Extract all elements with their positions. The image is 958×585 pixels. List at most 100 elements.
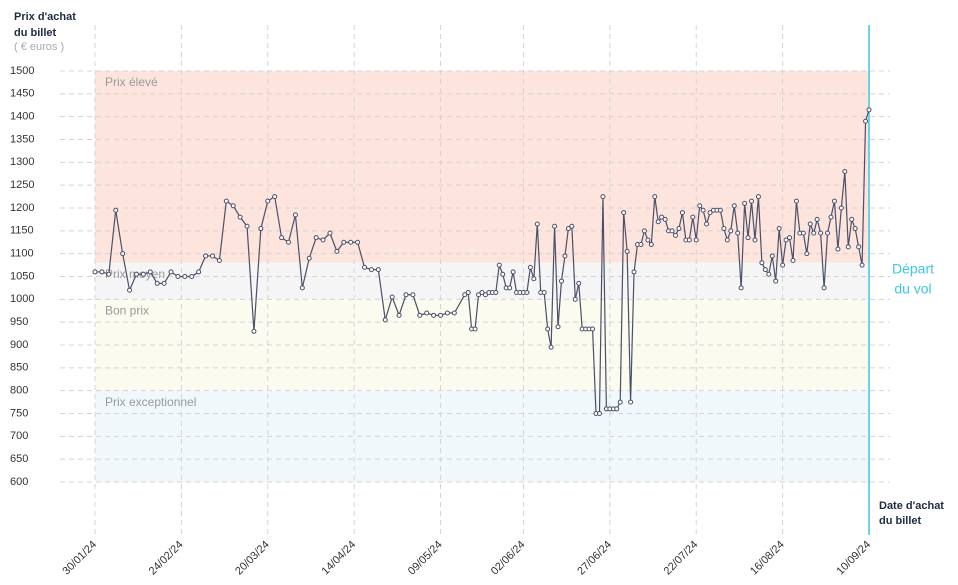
price-point [244,223,250,229]
price-point [541,289,547,295]
price-point [147,269,153,275]
price-point [749,198,755,204]
price-point [431,312,437,318]
price-point [655,219,661,225]
price-point [673,232,678,238]
price-point [742,200,748,206]
price-point [389,294,395,300]
price-point [787,235,793,241]
price-point [818,230,824,236]
price-point [382,317,388,323]
price-point [209,253,215,259]
price-point [334,248,340,254]
price-point [676,226,682,232]
price-point [500,271,506,277]
price-point [821,285,827,291]
price-point [800,230,806,236]
price-point [341,239,347,245]
price-point [828,214,834,220]
price-point [641,228,647,234]
x-title: du billet [879,515,922,527]
price-point [700,207,706,213]
x-title: Date d'achat [879,500,944,512]
price-point [863,118,869,124]
price-point [645,237,651,243]
price-point [140,271,146,277]
price-point [106,271,112,277]
price-point [807,221,813,227]
x-tick-label: 10/09/24 [834,539,873,578]
price-point [451,310,457,316]
price-point [403,292,409,298]
y-tick-label: 1050 [10,270,34,282]
price-point [237,214,243,220]
price-point [424,310,430,316]
price-point [320,237,326,243]
price-point [721,226,727,232]
price-point [562,253,568,259]
price-point [154,280,160,286]
price-point [99,269,105,275]
price-point [375,267,381,273]
price-point [493,289,499,295]
price-point [279,235,285,241]
price-point [476,292,482,298]
y-tick-label: 1450 [10,88,34,100]
price-point [572,296,578,302]
price-point [196,269,202,275]
price-point [849,216,855,222]
departure-label: du vol [894,281,931,297]
y-tick-label: 1300 [10,156,34,168]
price-point [548,344,554,350]
x-tick-label: 16/08/24 [748,539,787,578]
price-point [621,210,627,216]
price-point [396,312,402,318]
y-tick-label: 850 [10,362,28,374]
x-tick-label: 02/06/24 [489,539,528,578]
price-point [835,246,841,252]
x-tick-label: 30/01/24 [60,539,99,578]
price-point [590,326,596,332]
y-tick-label: 900 [10,339,28,351]
price-point [745,235,751,241]
price-point [472,326,478,332]
price-point [313,235,319,241]
y-title: du billet [14,27,57,39]
price-point [479,289,485,295]
price-point [306,255,312,261]
price-point [496,262,502,268]
y-tick-label: 1100 [10,248,34,260]
y-tick-label: 600 [10,476,28,488]
price-point [510,269,516,275]
price-point [662,216,668,222]
price-point [707,210,713,216]
price-point [113,207,119,213]
price-point [565,226,571,232]
price-point [690,214,696,220]
x-tick-label: 22/07/24 [662,539,701,578]
y-tick-label: 1350 [10,133,34,145]
price-point [168,269,174,275]
price-point [697,203,703,209]
price-point [731,203,737,209]
price-point [735,230,741,236]
price-point [811,230,817,236]
price-point [175,274,181,279]
price-point [465,289,471,295]
price-point [859,262,865,268]
x-tick-label: 09/05/24 [406,539,445,578]
price-point [738,285,744,291]
price-point [652,194,658,200]
price-point [769,253,775,259]
price-point [286,239,291,245]
x-tick-label: 14/04/24 [320,539,359,578]
price-point [752,237,758,243]
price-point [555,324,561,330]
y-tick-label: 800 [10,385,28,397]
price-point [659,214,665,220]
price-point [686,237,692,243]
price-point [272,194,278,200]
price-point [638,242,644,248]
price-point [790,258,796,264]
